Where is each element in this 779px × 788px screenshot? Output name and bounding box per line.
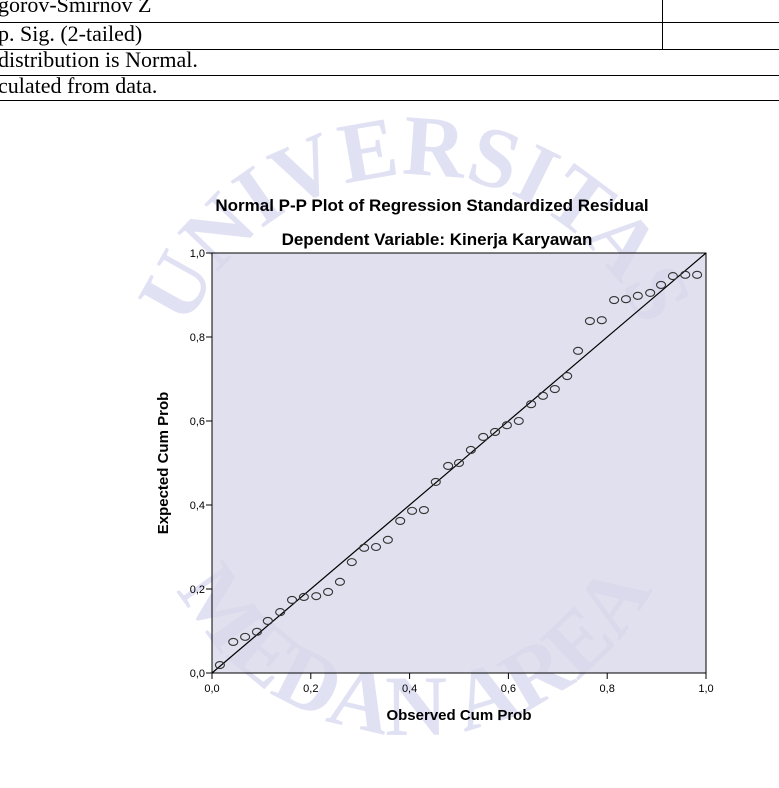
chart-title: Normal P-P Plot of Regression Standardiz… bbox=[215, 196, 648, 215]
y-tick-label: 0,0 bbox=[190, 668, 205, 680]
table-row: distribution is Normal. bbox=[0, 47, 198, 72]
chart-subtitle: Dependent Variable: Kinerja Karyawan bbox=[282, 230, 593, 249]
table-row: culated from data. bbox=[0, 73, 157, 98]
page: UNIVERSITAS MEDAN AREA gorov-Smirnov Z p… bbox=[0, 0, 779, 788]
y-tick-label: 0,2 bbox=[190, 584, 205, 596]
x-tick-label: 1,0 bbox=[698, 683, 713, 695]
y-tick-label: 1,0 bbox=[190, 248, 205, 260]
y-tick-label: 0,4 bbox=[190, 500, 205, 512]
x-tick-label: 0,2 bbox=[303, 683, 318, 695]
table-row: p. Sig. (2-tailed) bbox=[0, 21, 142, 46]
x-tick-label: 0,4 bbox=[402, 683, 417, 695]
y-axis-label: Expected Cum Prob bbox=[155, 392, 172, 535]
x-tick-label: 0,6 bbox=[501, 683, 516, 695]
y-tick-label: 0,8 bbox=[190, 332, 205, 344]
x-axis-label: Observed Cum Prob bbox=[386, 707, 531, 724]
table-row: gorov-Smirnov Z bbox=[0, 0, 151, 17]
x-tick-label: 0,0 bbox=[204, 683, 219, 695]
x-tick-label: 0,8 bbox=[600, 683, 615, 695]
y-tick-label: 0,6 bbox=[190, 416, 205, 428]
